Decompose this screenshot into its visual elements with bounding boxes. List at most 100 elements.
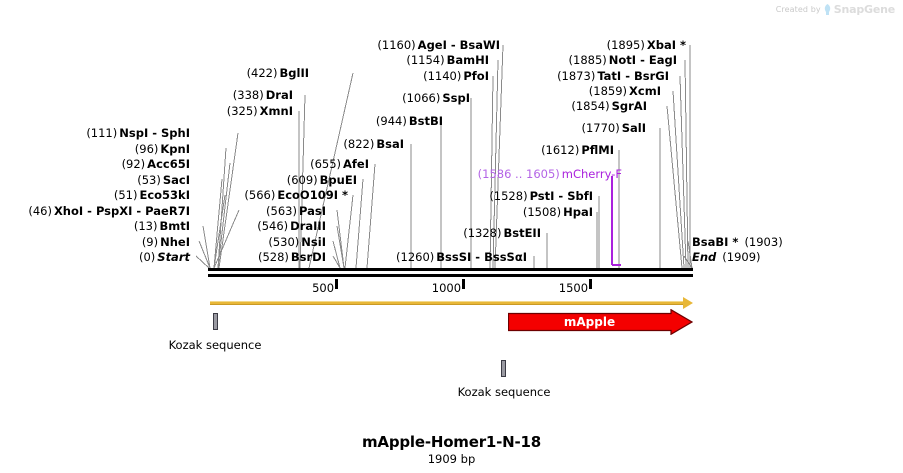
enzyme-site-label[interactable]: (546) DraIII xyxy=(257,219,326,233)
site-enzyme-name: mCherry-F xyxy=(561,167,622,181)
site-enzyme-name: BsaI xyxy=(376,137,404,151)
site-enzyme-name: Start xyxy=(157,250,190,264)
enzyme-site-label[interactable]: (1586 .. 1605) mCherry-F xyxy=(477,167,622,181)
enzyme-site-label[interactable]: (51) Eco53kI xyxy=(114,189,190,202)
snapgene-watermark: Created by SnapGene xyxy=(776,3,895,16)
site-enzyme-name: BstEII xyxy=(503,226,541,240)
site-enzyme-name: KpnI xyxy=(160,142,190,156)
site-position: (655) xyxy=(310,157,342,171)
enzyme-site-label[interactable]: (92) Acc65I xyxy=(122,157,190,171)
enzyme-site-label[interactable]: (1508) HpaI xyxy=(522,205,593,219)
enzyme-site-label[interactable]: (655) AfeI xyxy=(310,157,369,171)
site-position: (422) xyxy=(246,66,278,80)
site-enzyme-name: AgeI - BsaWI xyxy=(417,38,500,52)
site-position: (96) xyxy=(134,142,159,156)
watermark-created-by-label: Created by xyxy=(775,5,821,14)
site-position: (1854) xyxy=(571,99,610,113)
feature-mapple-arrow[interactable] xyxy=(508,309,693,335)
orf-span-arrowhead xyxy=(683,297,693,309)
enzyme-site-label[interactable]: (1066) SspI xyxy=(402,91,470,105)
ruler-tick-mark xyxy=(335,279,339,289)
site-position: (111) xyxy=(86,126,118,140)
enzyme-site-label[interactable]: (53) SacI xyxy=(137,173,190,187)
ruler-tick-label: 500 xyxy=(312,281,335,295)
watermark-brand-label: SnapGene xyxy=(833,3,895,16)
enzyme-site-label[interactable]: (1154) BamHI xyxy=(406,53,489,67)
enzyme-site-label[interactable]: (46) XhoI - PspXI - PaeR7I xyxy=(28,204,190,218)
site-enzyme-name: BsaBI * xyxy=(692,235,739,249)
plasmid-name-title: mApple-Homer1-N-18 xyxy=(361,433,542,451)
enzyme-site-label[interactable]: (822) BsaI xyxy=(343,137,404,151)
site-enzyme-name: SacI xyxy=(162,173,190,187)
ruler-tick-mark xyxy=(462,279,466,289)
enzyme-site-label[interactable]: (1328) BstEII xyxy=(463,226,541,240)
enzyme-site-label[interactable]: End (1909) xyxy=(692,250,761,264)
enzyme-site-label[interactable]: (0) Start xyxy=(139,250,190,264)
site-position: (530) xyxy=(268,235,300,249)
site-enzyme-name: SgrAI xyxy=(611,99,647,113)
site-position: (1859) xyxy=(588,84,628,98)
enzyme-site-label[interactable]: (1770) SalI xyxy=(581,121,646,135)
enzyme-site-label[interactable]: (1885) NotI - EagI xyxy=(569,53,677,67)
enzyme-site-label[interactable]: (13) BmtI xyxy=(133,219,190,233)
backbone-line-upper xyxy=(208,268,693,271)
site-position: (1160) xyxy=(377,38,416,52)
enzyme-site-label[interactable]: (1160) AgeI - BsaWI xyxy=(377,38,500,52)
site-enzyme-name: XmnI xyxy=(259,104,293,118)
enzyme-site-label[interactable]: (338) DraI xyxy=(233,89,293,102)
site-position: (1770) xyxy=(581,121,620,135)
enzyme-site-label[interactable]: (1260) BssSI - BssSαI xyxy=(396,251,527,264)
site-enzyme-name: EcoO109I * xyxy=(277,188,348,202)
enzyme-site-label[interactable]: (9) NheI xyxy=(141,235,190,249)
marker-kozak-2-glyph[interactable] xyxy=(501,360,506,377)
site-enzyme-name: PstI - SbfI xyxy=(529,189,593,203)
enzyme-site-label[interactable]: (528) BsrDI xyxy=(258,250,326,264)
enzyme-site-label[interactable]: (563) PasI xyxy=(266,204,326,218)
enzyme-site-label[interactable]: (1528) PstI - SbfI xyxy=(489,189,593,203)
marker-kozak-1-glyph[interactable] xyxy=(213,313,218,330)
enzyme-site-label[interactable]: (1873) TatI - BsrGI xyxy=(557,69,669,83)
site-enzyme-name: PfoI xyxy=(463,69,489,83)
site-enzyme-name: XbaI * xyxy=(646,38,686,52)
enzyme-site-label[interactable]: (1895) XbaI * xyxy=(607,38,686,52)
site-enzyme-name: End xyxy=(692,250,717,264)
enzyme-site-label[interactable]: (1612) PflMI xyxy=(541,143,614,157)
enzyme-site-label[interactable]: (422) BglII xyxy=(246,66,309,80)
orf-span-bar xyxy=(210,301,688,305)
site-position: (13) xyxy=(133,219,158,233)
site-enzyme-name: BsrDI xyxy=(290,250,326,264)
enzyme-site-label[interactable]: (1859) XcmI xyxy=(588,84,661,98)
enzyme-site-label[interactable]: (111) NspI - SphI xyxy=(86,126,190,140)
site-enzyme-name: PflMI xyxy=(581,143,614,157)
site-enzyme-name: DraIII xyxy=(290,219,326,233)
site-position: (1528) xyxy=(489,189,528,203)
enzyme-site-label[interactable]: (944) BstBI xyxy=(376,114,443,128)
site-position: (53) xyxy=(137,173,161,187)
marker-kozak-2-label: Kozak sequence xyxy=(457,385,551,399)
site-enzyme-name: XhoI - PspXI - PaeR7I xyxy=(53,204,190,218)
enzyme-site-label[interactable]: (530) NsiI xyxy=(268,235,326,249)
enzyme-site-label[interactable]: (325) XmnI xyxy=(227,104,293,118)
site-enzyme-name: SalI xyxy=(621,121,646,135)
site-position: (1154) xyxy=(406,53,445,67)
site-enzyme-name: NspI - SphI xyxy=(119,126,190,140)
enzyme-site-label[interactable]: (1854) SgrAI xyxy=(571,99,647,113)
enzyme-site-label[interactable]: (96) KpnI xyxy=(134,142,190,156)
enzyme-site-label[interactable]: (1140) PfoI xyxy=(423,69,489,83)
site-enzyme-name: NotI - EagI xyxy=(608,53,677,67)
site-position: (1586 .. 1605) xyxy=(477,167,560,181)
site-enzyme-name: Acc65I xyxy=(147,157,190,171)
enzyme-site-label[interactable]: (566) EcoO109I * xyxy=(244,188,348,202)
ruler-tick-label: 1500 xyxy=(558,281,589,295)
site-enzyme-name: BstBI xyxy=(408,114,443,128)
site-enzyme-name: SspI xyxy=(442,91,470,105)
site-enzyme-name: XcmI xyxy=(629,84,661,98)
site-position: (1508) xyxy=(522,205,562,219)
enzyme-site-label[interactable]: BsaBI * (1903) xyxy=(692,235,783,249)
site-position: (563) xyxy=(266,204,297,218)
enzyme-site-label[interactable]: (609) BpuEI xyxy=(287,174,357,187)
site-enzyme-name: TatI - BsrGI xyxy=(597,69,669,83)
site-position: (9) xyxy=(141,235,159,249)
